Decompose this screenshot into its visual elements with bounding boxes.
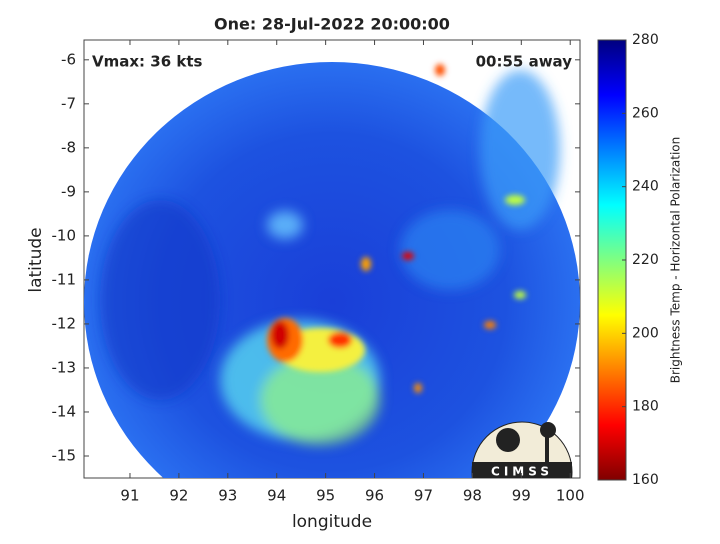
x-tick-label: 97 [414, 487, 433, 505]
x-tick-label: 91 [120, 487, 139, 505]
colorbar-tick-label: 240 [632, 179, 659, 195]
colorbar-tick-label: 200 [632, 325, 659, 341]
y-tick-label: -12 [52, 314, 77, 332]
y-tick-label: -15 [52, 446, 77, 464]
x-tick-label: 98 [463, 487, 482, 505]
x-tick-label: 92 [169, 487, 188, 505]
annotation: Vmax: 36 kts [92, 53, 202, 71]
colorbar [597, 39, 627, 481]
x-tick-label: 95 [316, 487, 335, 505]
chart-title: One: 28-Jul-2022 20:00:00 [214, 15, 450, 34]
cimss-logo: CIMSS [471, 421, 573, 479]
x-axis-label: longitude [292, 512, 372, 532]
colorbar-tick-label: 180 [632, 399, 659, 415]
colorbar-tick-label: 280 [632, 32, 659, 48]
y-tick-label: -11 [52, 270, 77, 288]
x-tick-label: 99 [512, 487, 531, 505]
y-tick-label: -13 [52, 358, 77, 376]
logo-text: CIMSS [491, 465, 553, 479]
y-tick-label: -6 [61, 50, 76, 68]
colorbar-tick-label: 160 [632, 472, 659, 488]
swath-image: CIMSS [84, 62, 580, 479]
colorbar-tick-label: 260 [632, 105, 659, 121]
colorbar-label: Brightness Temp - Horizontal Polarizatio… [669, 137, 683, 384]
x-tick-label: 94 [267, 487, 286, 505]
y-tick-label: -9 [61, 182, 76, 200]
y-axis-label: latitude [26, 227, 46, 292]
y-tick-label: -7 [61, 94, 76, 112]
x-tick-label: 100 [556, 487, 585, 505]
x-tick-label: 93 [218, 487, 237, 505]
colorbar-tick-label: 220 [632, 252, 659, 268]
x-tick-label: 96 [365, 487, 384, 505]
annotation: 00:55 away [476, 53, 573, 71]
y-tick-label: -8 [61, 138, 76, 156]
y-tick-label: -14 [52, 402, 77, 420]
y-tick-label: -10 [52, 226, 77, 244]
